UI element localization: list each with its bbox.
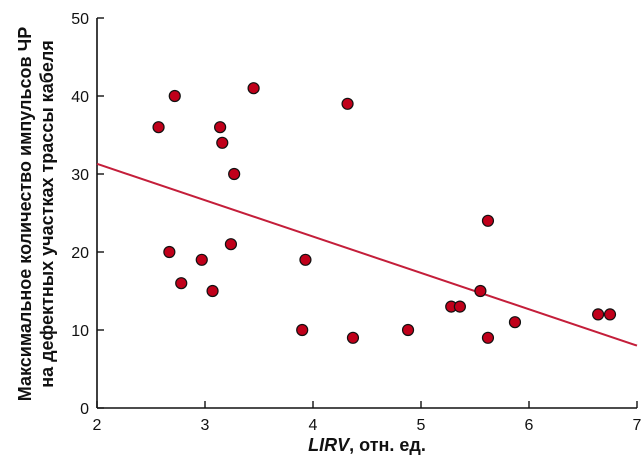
data-point [453,300,466,313]
y-tick-label: 20 [71,245,89,262]
trend-line-group [96,162,638,347]
data-point [481,331,495,344]
y-axis-title-line-2: на дефектных участках трассы кабеля [37,40,57,388]
data-point [224,238,238,251]
x-axis-title: LIRV, отн. ед. [308,435,426,455]
data-point [152,121,165,134]
data-point [474,284,487,298]
data-point [175,277,188,290]
y-tick-label: 40 [71,89,89,106]
data-point [247,82,260,95]
x-tick-label: 6 [525,417,534,434]
x-tick-label: 3 [201,417,210,434]
data-point [296,323,309,337]
tick-labels: 0 10 20 30 40 50 2 3 4 5 6 7 [71,11,641,434]
data-point [214,121,227,134]
y-tick-label: 50 [71,11,89,28]
y-tick-label: 30 [71,167,89,184]
data-point [346,331,360,344]
y-tick-label: 10 [71,323,89,340]
data-point [603,308,617,321]
data-point [299,253,312,266]
data-points [152,82,617,344]
axes [96,17,638,409]
data-point [163,245,176,259]
data-point [206,284,219,298]
data-point [341,97,354,110]
x-tick-label: 7 [633,417,642,434]
data-point [228,167,241,181]
y-axis-title-line-1: Максимальное количество импульсов ЧР [15,27,35,401]
data-point [195,253,208,266]
data-point [401,323,415,337]
x-tick-label: 2 [93,417,102,434]
y-tick-label: 0 [80,401,89,418]
x-axis-title-unit: , отн. ед. [349,435,426,455]
data-point [216,136,229,149]
x-tick-label: 5 [417,417,426,434]
data-point [508,316,522,329]
data-point [481,214,495,227]
x-axis-title-variable: LIRV [308,435,351,455]
x-tick-label: 4 [309,417,318,434]
trend-line [96,162,638,347]
data-point [168,89,181,103]
data-point [592,308,605,321]
